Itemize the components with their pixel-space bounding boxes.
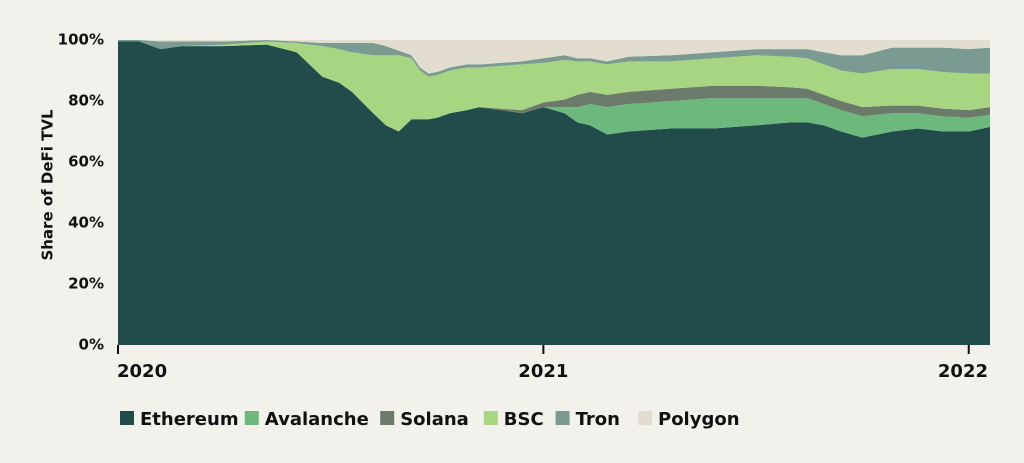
y-tick-label: 60%	[68, 153, 104, 171]
area-avalanche	[118, 41, 990, 138]
y-tick-label: 0%	[79, 336, 104, 354]
legend-label-polygon: Polygon	[658, 409, 740, 430]
legend-label-ethereum: Ethereum	[140, 409, 239, 430]
area-bsc	[118, 41, 990, 132]
legend-label-avalanche: Avalanche	[265, 409, 369, 430]
x-tick-label: 2020	[117, 361, 167, 382]
areas-layer	[118, 40, 990, 346]
legend-swatch-ethereum	[120, 411, 134, 425]
y-axis-ticks: 0% 20% 40% 60% 80% 100%	[58, 31, 104, 354]
legend-label-solana: Solana	[400, 409, 469, 430]
x-tick-label: 2021	[518, 361, 568, 382]
legend-swatch-tron	[555, 411, 570, 425]
x-axis-ticks: 2020 2021 2022	[117, 345, 988, 382]
legend-swatch-avalanche	[244, 411, 259, 425]
area-polygon	[118, 40, 990, 74]
y-axis-title: Share of DeFi TVL	[39, 109, 57, 261]
legend-swatch-bsc	[483, 411, 498, 425]
legend: Ethereum Avalanche Solana BSC Tron Polygon	[120, 409, 740, 430]
legend-swatch-polygon	[638, 411, 652, 425]
x-tick-label: 2022	[938, 361, 988, 382]
y-tick-label: 20%	[68, 275, 104, 293]
y-tick-label: 100%	[58, 31, 104, 49]
legend-label-tron: Tron	[576, 409, 620, 430]
y-tick-label: 80%	[68, 92, 104, 110]
legend-swatch-solana	[380, 411, 395, 425]
legend-label-bsc: BSC	[504, 409, 544, 430]
area-ethereum	[118, 41, 990, 346]
y-tick-label: 40%	[68, 214, 104, 232]
